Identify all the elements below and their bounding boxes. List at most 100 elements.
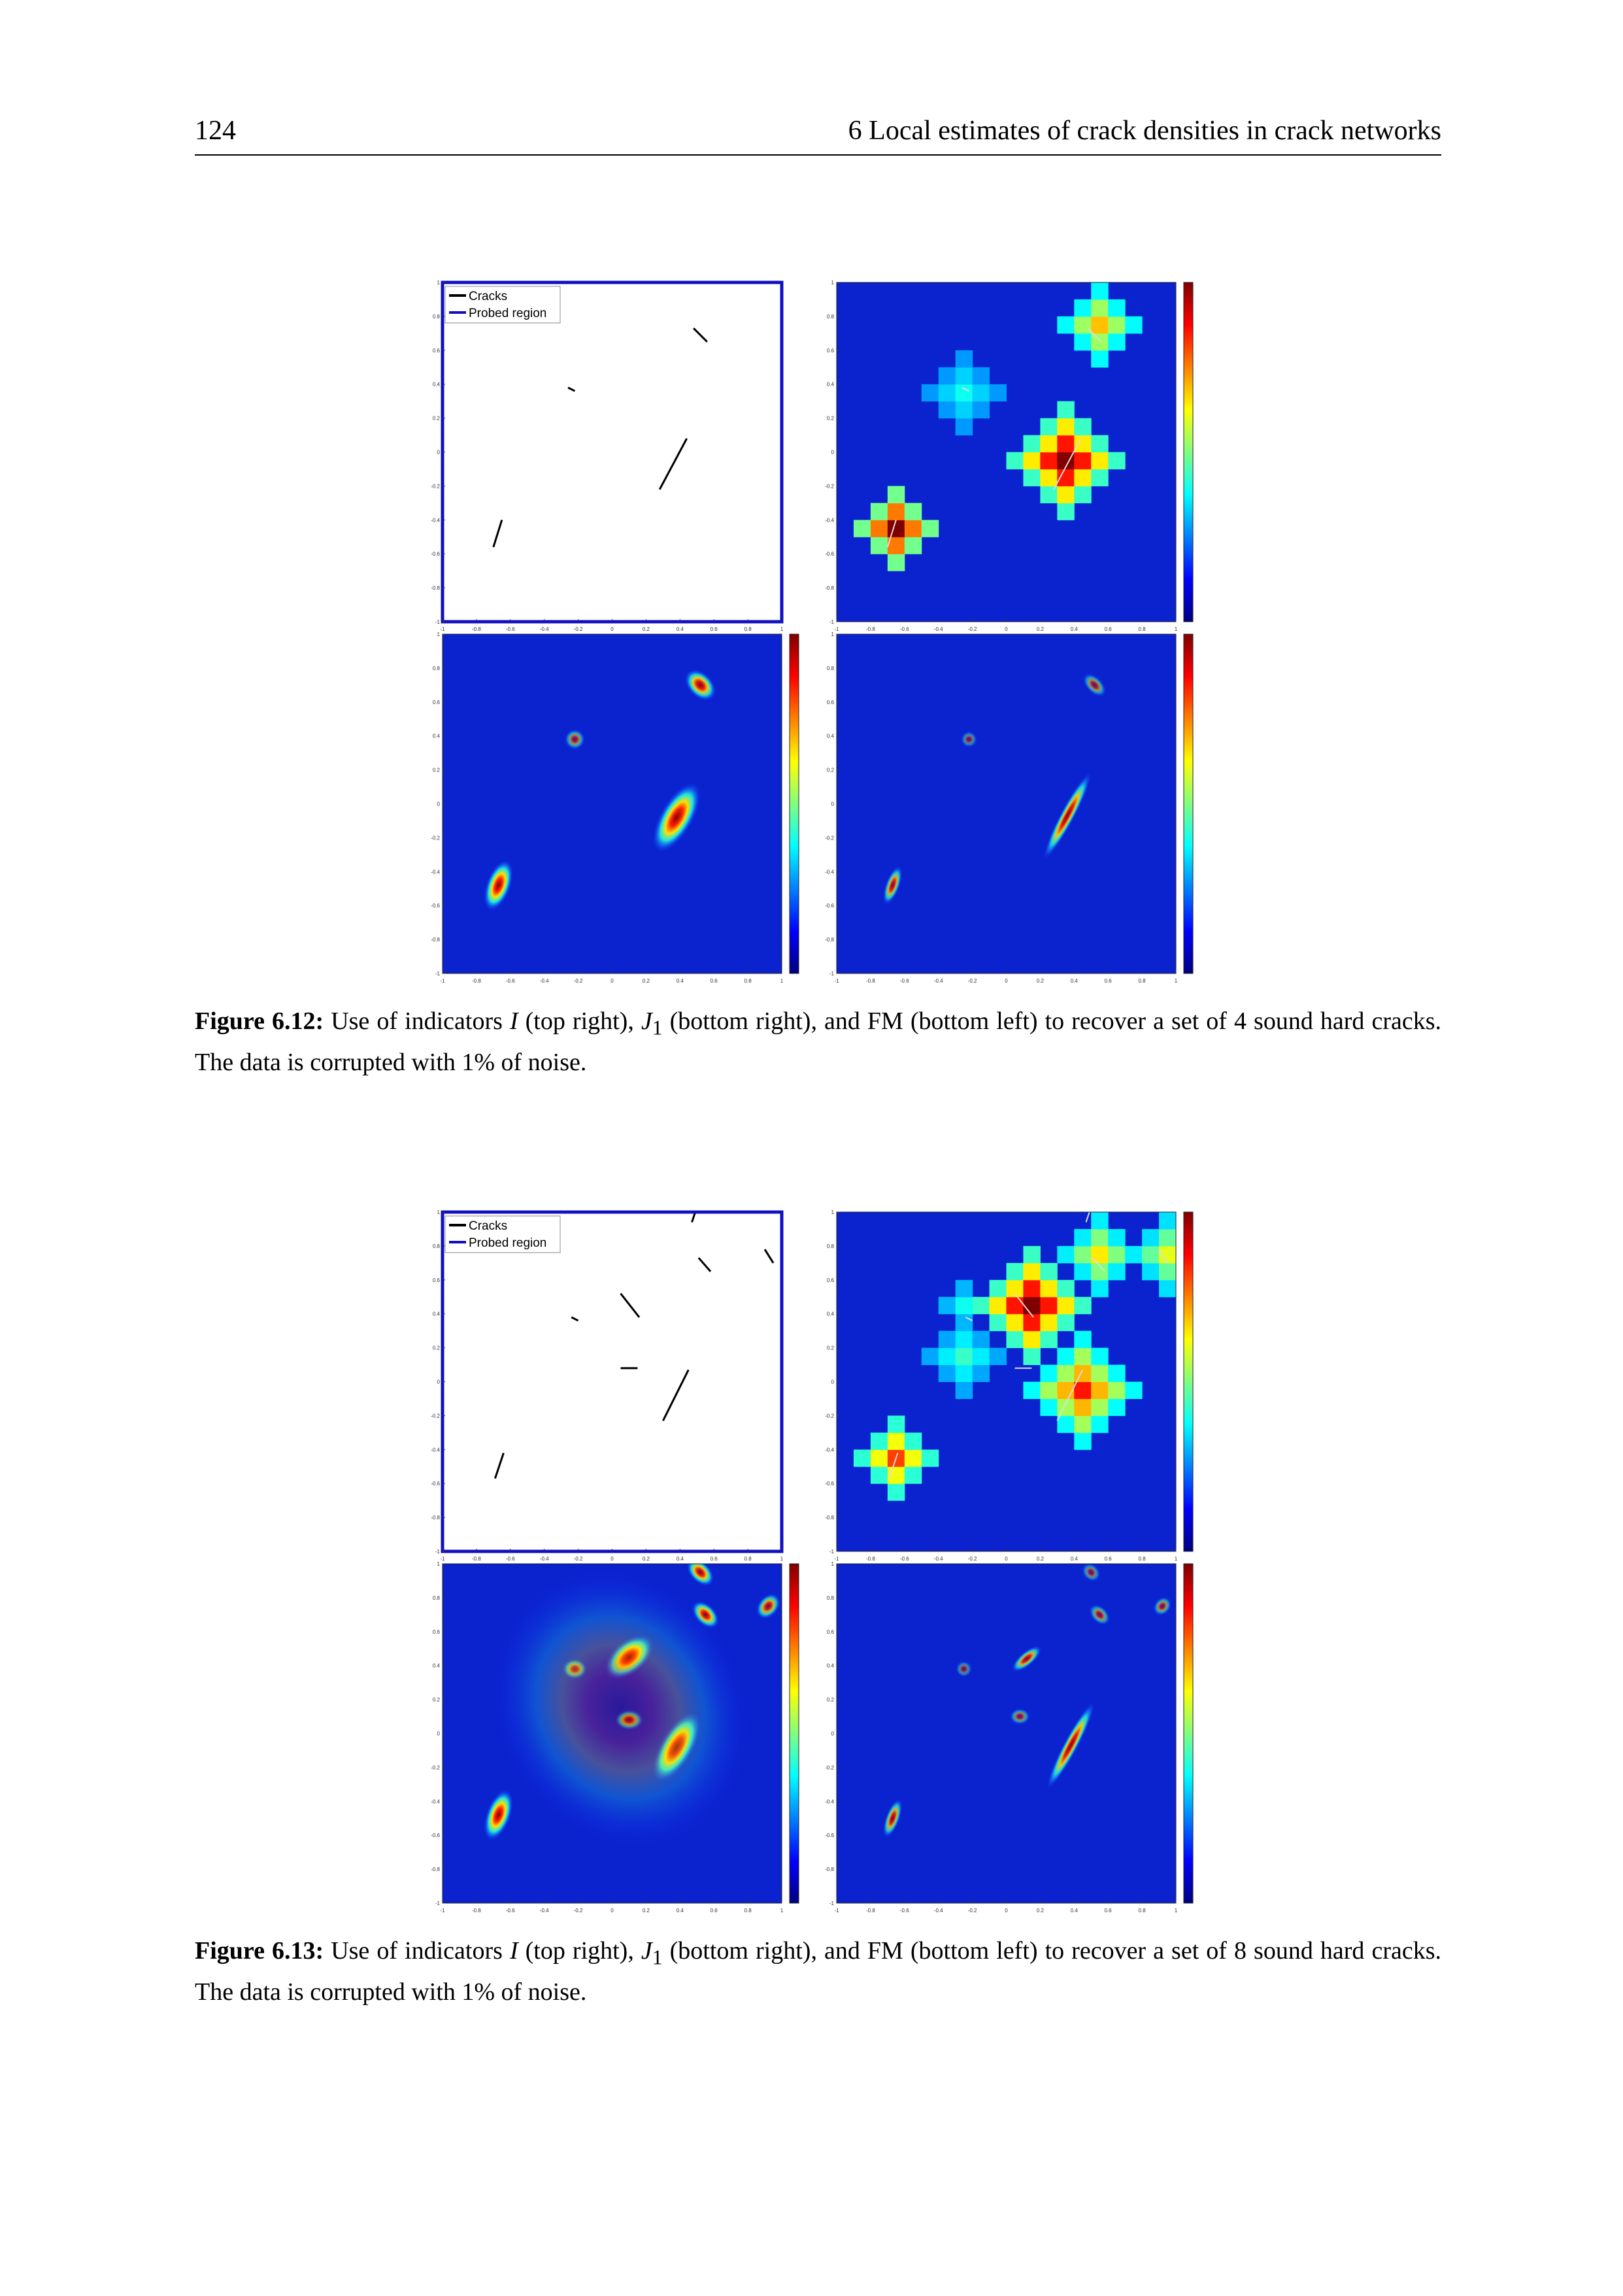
y-tick-label: 1 [437, 632, 441, 637]
heat-blob [489, 1566, 752, 1850]
heat-cell [955, 418, 973, 436]
y-tick-label: 0.2 [433, 1697, 441, 1703]
caption-math: I [509, 1937, 518, 1965]
heat-cell [1074, 1262, 1092, 1281]
crack-overlay [886, 520, 897, 548]
caption-text: Use of indicators [331, 1937, 510, 1965]
heat-cell [1057, 1398, 1075, 1416]
heat-cell [1040, 1398, 1058, 1416]
heat-cell [887, 1483, 905, 1501]
plot-area [837, 634, 1176, 973]
heat-cell [1074, 435, 1092, 452]
heat-cell [955, 401, 973, 419]
y-tick-label: -0.8 [825, 585, 834, 591]
heat-cell [1091, 1347, 1109, 1366]
heat-blob [483, 1789, 514, 1841]
y-tick-label: 0.6 [433, 1277, 441, 1283]
y-tick-label: -0.4 [825, 1447, 834, 1453]
heat-cell [972, 1364, 990, 1382]
panel: -1-1 -0.8 -0.8 -0.6 -0.6 -0.4 -0.4 -0.2 -0.2 0 0 0.… [825, 1209, 1210, 1562]
crack [763, 1249, 775, 1264]
caption-subscript: 1 [652, 1016, 663, 1039]
y-tick-label: 0.4 [827, 734, 835, 739]
y-tick-label: -0.2 [825, 1413, 834, 1419]
heat-cell [1159, 1279, 1176, 1298]
x-tick-label: -0.6 [506, 1908, 515, 1914]
heat-cell [1023, 1262, 1041, 1281]
y-tick-label: -1 [829, 971, 835, 977]
heat-cell [870, 1466, 888, 1484]
x-tick-label: -0.8 [866, 1908, 875, 1914]
y-tick-label: -0.4 [431, 1447, 440, 1453]
heat-cell [972, 1330, 990, 1349]
y-tick-label: -1 [829, 1549, 835, 1555]
y-tick-label: 0.8 [433, 666, 441, 671]
heat-cell [921, 384, 939, 402]
x-tick-label: 0 [1005, 626, 1008, 632]
x-tick-label: -0.4 [934, 1556, 943, 1562]
heat-cell [1023, 1279, 1041, 1298]
heat-cell [989, 1313, 1007, 1332]
x-tick-label: 0.2 [1037, 626, 1045, 632]
heat-cell [1091, 299, 1109, 317]
x-tick-label: 0.8 [745, 626, 752, 632]
y-tick-label: 0.2 [827, 768, 835, 773]
x-tick-label: -0.2 [968, 1908, 977, 1914]
heat-cell [1193, 1246, 1210, 1263]
x-tick-label: 0.4 [1071, 1908, 1079, 1914]
x-tick-label: -0.4 [934, 978, 943, 984]
x-tick-label: 1 [780, 1556, 784, 1562]
x-tick-label: -0.4 [934, 626, 943, 632]
y-tick-label: 0.8 [433, 314, 441, 320]
y-tick-label: 0.6 [827, 1277, 835, 1283]
heat-cell [972, 401, 990, 419]
y-tick-label: -0.6 [825, 1832, 834, 1838]
y-tick-label: 0 [831, 450, 835, 456]
heat-cell [1040, 435, 1058, 452]
heat-cell [904, 1449, 922, 1467]
crack-overlay [1053, 438, 1082, 490]
x-tick-label: 0.6 [711, 1556, 718, 1562]
y-tick-label: -0.4 [431, 517, 440, 523]
y-tick-label: 0 [831, 802, 835, 807]
y-tick-label: 0.8 [433, 1243, 441, 1249]
heat-cell [955, 350, 973, 368]
heat-cell [1091, 435, 1109, 452]
crack-overlay [1014, 1292, 1034, 1318]
x-tick-label: -0.8 [866, 1556, 875, 1562]
heat-cell [921, 1449, 939, 1467]
heat-cell [1108, 333, 1126, 351]
heat-cell [1023, 435, 1041, 452]
y-tick-label: 0 [437, 450, 441, 456]
x-tick-label: 1 [1175, 1908, 1178, 1914]
y-tick-label: 1 [437, 1209, 441, 1215]
x-tick-label: 1 [1175, 978, 1178, 984]
plot-area [443, 282, 782, 622]
panel: -1-1 -0.8 -0.8 -0.6 -0.6 -0.4 -0.4 -0.2 -0.2 0 0 0.… [825, 280, 1194, 632]
heat-cell [921, 520, 939, 537]
heat-cell [904, 503, 922, 520]
y-tick-label: -0.6 [825, 1481, 834, 1487]
y-tick-label: 1 [437, 1561, 441, 1567]
heat-blob [1011, 1645, 1042, 1672]
legend-label: Cracks [469, 290, 507, 303]
heat-cell [870, 1432, 888, 1450]
heat-cell [870, 503, 888, 520]
caption-math: J [641, 1937, 652, 1965]
y-tick-label: 0.2 [827, 1697, 835, 1703]
heat-cell [1159, 1228, 1176, 1247]
y-tick-label: -1 [435, 1900, 441, 1906]
heat-blob [1043, 771, 1092, 860]
heat-cell [989, 1296, 1007, 1315]
y-tick-label: 0.8 [827, 1595, 835, 1601]
crack [658, 438, 688, 490]
y-tick-label: -0.2 [431, 835, 440, 841]
heat-cell [870, 520, 888, 537]
plot-background [837, 634, 1176, 973]
plot-background [443, 1212, 782, 1551]
heat-cell [1091, 333, 1109, 351]
heat-cell [1091, 1364, 1109, 1382]
heat-cell [1074, 1364, 1092, 1382]
x-tick-label: -0.4 [540, 1908, 549, 1914]
heat-cell [1023, 1330, 1041, 1349]
